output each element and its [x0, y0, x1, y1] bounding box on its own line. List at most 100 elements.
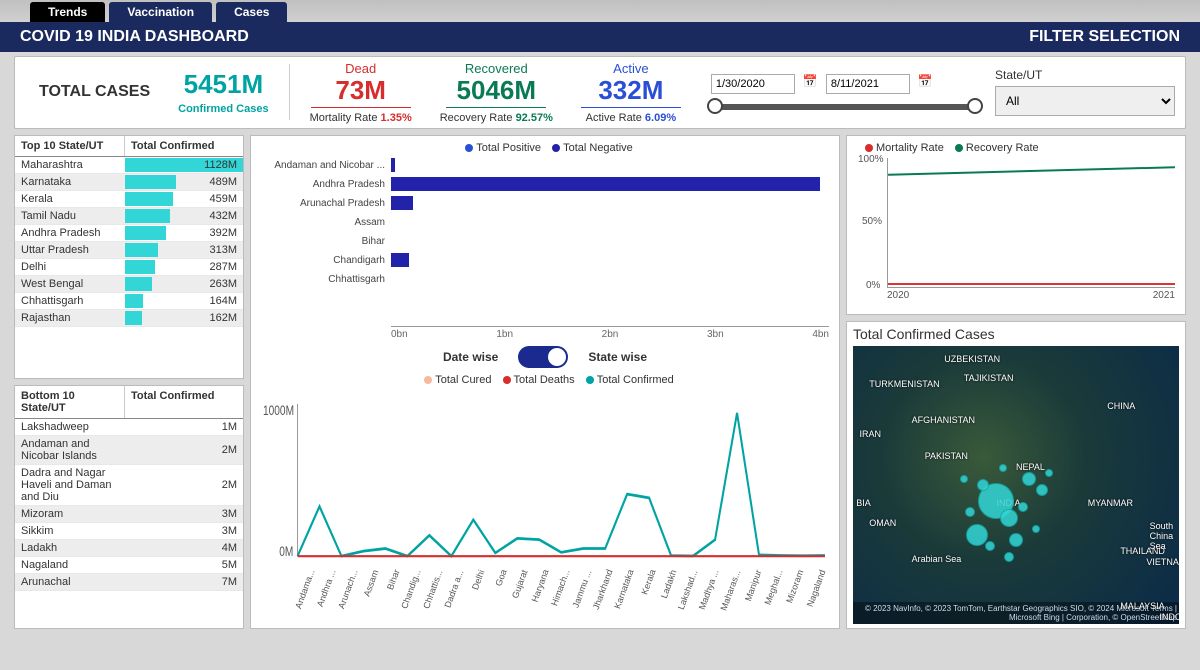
slider-thumb-right[interactable]: [967, 98, 983, 114]
dot-icon: [586, 376, 594, 384]
map-bubble[interactable]: [1004, 552, 1014, 562]
hbar-legend: Total Positive Total Negative: [261, 142, 829, 154]
table-row[interactable]: Maharashtra1128M: [15, 157, 243, 174]
table-row[interactable]: Arunachal7M: [15, 574, 243, 591]
dot-icon: [465, 144, 473, 152]
tab-trends[interactable]: Trends: [30, 2, 105, 22]
table-row[interactable]: Dadra and Nagar Haveli and Daman and Diu…: [15, 465, 243, 506]
y-50: 50%: [862, 216, 882, 227]
date-to-input[interactable]: [826, 74, 910, 94]
line-legend: Total Cured Total Deaths Total Confirmed: [261, 374, 829, 386]
map-bubble[interactable]: [965, 507, 975, 517]
bottom10-table: Bottom 10 State/UT Total Confirmed Laksh…: [14, 385, 244, 629]
map-bubble[interactable]: [1000, 509, 1018, 527]
titlebar: COVID 19 INDIA DASHBOARD FILTER SELECTIO…: [0, 22, 1200, 52]
map-label: OMAN: [869, 518, 896, 528]
svg-text:1000M: 1000M: [263, 402, 294, 418]
map-bubble[interactable]: [1018, 502, 1028, 512]
map-label: Arabian Sea: [912, 554, 962, 564]
bottom10-col2: Total Confirmed: [125, 386, 243, 418]
legend-confirmed: Total Confirmed: [597, 374, 674, 386]
state-select[interactable]: All: [995, 86, 1175, 116]
slider-thumb-left[interactable]: [707, 98, 723, 114]
legend-neg: Total Negative: [563, 142, 633, 154]
x-2020: 2020: [887, 290, 909, 301]
table-row[interactable]: Andhra Pradesh392M: [15, 225, 243, 242]
table-row[interactable]: Kerala459M: [15, 191, 243, 208]
table-row[interactable]: Rajasthan162M: [15, 310, 243, 327]
bottom10-header: Bottom 10 State/UT: [15, 386, 125, 418]
table-row[interactable]: Nagaland5M: [15, 557, 243, 574]
y-100: 100%: [858, 154, 884, 165]
map-bubble[interactable]: [1032, 525, 1040, 533]
map-bubble[interactable]: [1009, 533, 1023, 547]
dead-block: Dead 73M Mortality Rate 1.35%: [296, 61, 426, 124]
table-row[interactable]: Uttar Pradesh313M: [15, 242, 243, 259]
recovered-block: Recovered 5046M Recovery Rate 92.57%: [426, 61, 567, 124]
hbar-row: Chandigarh: [261, 251, 829, 270]
table-row[interactable]: Lakshadweep1M: [15, 419, 243, 436]
table-row[interactable]: Sikkim3M: [15, 523, 243, 540]
map-label: INDON: [1159, 612, 1179, 622]
legend-deaths: Total Deaths: [514, 374, 575, 386]
line-x-axis: Andama...Andhra ...Arunach...AssamBiharC…: [261, 570, 829, 626]
legend-pos: Total Positive: [476, 142, 541, 154]
table-row[interactable]: Delhi287M: [15, 259, 243, 276]
hbar-row: Andaman and Nicobar ...: [261, 156, 829, 175]
total-cases-label: TOTAL CASES: [39, 83, 150, 101]
total-cases-block: TOTAL CASES: [25, 83, 164, 101]
table-row[interactable]: Mizoram3M: [15, 506, 243, 523]
dead-value: 73M: [310, 76, 412, 105]
map-panel: Total Confirmed Cases © 2023 NavInfo, © …: [846, 321, 1186, 629]
map-label: MALAYSIA: [1120, 601, 1164, 611]
active-rate-label: Active Rate: [586, 112, 642, 124]
center-panel: Total Positive Total Negative Andaman an…: [250, 135, 840, 629]
map-bubble[interactable]: [999, 464, 1007, 472]
table-row[interactable]: Chhattisgarh164M: [15, 293, 243, 310]
dead-label: Dead: [310, 61, 412, 76]
map[interactable]: © 2023 NavInfo, © 2023 TomTom, Earthstar…: [853, 346, 1179, 624]
date-from-input[interactable]: [711, 74, 795, 94]
tab-vaccination[interactable]: Vaccination: [109, 2, 212, 22]
table-row[interactable]: Andaman and Nicobar Islands2M: [15, 436, 243, 465]
map-bubble[interactable]: [1036, 484, 1048, 496]
map-bubble[interactable]: [985, 541, 995, 551]
map-bubble[interactable]: [1045, 469, 1053, 477]
rates-chart[interactable]: Mortality Rate Recovery Rate 100% 50% 0%…: [846, 135, 1186, 315]
table-row[interactable]: Ladakh4M: [15, 540, 243, 557]
map-label: South China Sea: [1150, 521, 1179, 551]
recovered-value: 5046M: [440, 76, 553, 105]
date-slider[interactable]: [715, 104, 975, 110]
dot-icon: [424, 376, 432, 384]
map-label: IRAN: [860, 429, 882, 439]
table-row[interactable]: West Bengal263M: [15, 276, 243, 293]
date-range: 📅 📅: [695, 74, 995, 110]
map-bubble[interactable]: [966, 524, 988, 546]
mortality-line: [888, 283, 1175, 285]
top10-col2: Total Confirmed: [125, 136, 243, 156]
dot-icon: [865, 144, 873, 152]
hbar-chart[interactable]: Andaman and Nicobar ...Andhra PradeshAru…: [261, 156, 829, 326]
map-label: TAJIKISTAN: [964, 373, 1014, 383]
confirmed-value: 5451M: [178, 70, 268, 99]
dead-rate-label: Mortality Rate: [310, 112, 378, 124]
table-row[interactable]: Tamil Nadu432M: [15, 208, 243, 225]
legend-recov: Recovery Rate: [966, 142, 1039, 154]
map-bubble[interactable]: [960, 475, 968, 483]
view-toggle[interactable]: [518, 346, 568, 368]
table-row[interactable]: Karnataka489M: [15, 174, 243, 191]
dot-icon: [955, 144, 963, 152]
calendar-icon[interactable]: 📅: [803, 74, 818, 94]
filter-title: FILTER SELECTION: [1029, 28, 1180, 46]
map-label: BIA: [856, 498, 871, 508]
confirmed-block: 5451M Confirmed Cases: [164, 70, 282, 115]
legend-cured: Total Cured: [435, 374, 491, 386]
line-chart[interactable]: 1000M 0M: [261, 390, 829, 570]
active-rate: 6.09%: [645, 112, 676, 124]
map-label: UZBEKISTAN: [944, 354, 1000, 364]
map-bubble[interactable]: [977, 479, 989, 491]
map-bubble[interactable]: [1022, 472, 1036, 486]
tab-cases[interactable]: Cases: [216, 2, 287, 22]
toggle-left-label: Date wise: [443, 350, 498, 364]
calendar-icon[interactable]: 📅: [918, 74, 933, 94]
